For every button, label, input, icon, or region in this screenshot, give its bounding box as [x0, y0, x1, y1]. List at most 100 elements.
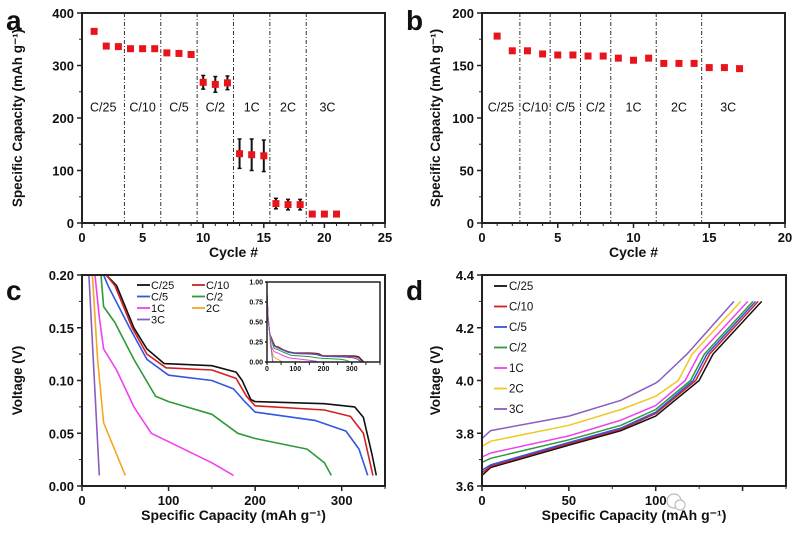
b-y-tick-label: 100: [452, 111, 474, 126]
c-y-tick-label: 0.00: [49, 479, 74, 494]
b-x-tick-label: 20: [778, 230, 792, 245]
b-rate-label: C/2: [586, 101, 606, 115]
b-data-point: [539, 50, 547, 58]
b-data-point: [630, 56, 637, 64]
d-y-tick-label: 4.2: [456, 321, 474, 336]
c-x-tick-label: 0: [78, 493, 85, 508]
b-data-point: [720, 64, 728, 72]
b-data-point: [660, 59, 668, 67]
d-series-2c: [481, 300, 742, 448]
b-x-tick-label: 5: [554, 230, 561, 245]
c-y-tick-label: 0.15: [49, 321, 74, 336]
b-rate-label: C/10: [522, 101, 548, 115]
b-rate-label: 3C: [720, 101, 736, 115]
a-rate-label: 1C: [244, 101, 260, 115]
a-y-tick-label: 100: [52, 164, 74, 179]
a-data-point: [320, 210, 328, 218]
d-x-axis-title: Specific Capacity (mAh g⁻¹): [542, 507, 727, 523]
inset-series-c-2: [267, 293, 350, 362]
d-y-tick-label: 4.4: [456, 268, 475, 283]
a-data-point: [163, 49, 171, 57]
c-x-tick-label: 100: [158, 493, 180, 508]
a-data-point: [223, 79, 231, 87]
c-legend-label: 1C: [151, 303, 165, 315]
c-y-tick-label: 0.20: [49, 268, 74, 283]
watermark-logo: [666, 493, 686, 511]
a-data-point: [187, 50, 195, 58]
a-x-tick-label: 20: [317, 230, 331, 245]
d-x-tick-label: 50: [562, 493, 576, 508]
b-data-point: [690, 59, 698, 67]
b-x-tick-label: 10: [626, 230, 640, 245]
c-legend-label: C/10: [206, 280, 229, 292]
c-series-c-2: [100, 275, 333, 476]
a-x-tick-label: 5: [139, 230, 146, 245]
a-axes: 0 5 10 15 20 25 0 100 200 300 400: [52, 6, 392, 245]
inset-axes: 0 100 200 300 0.00 0.25 0.50 0.75 1.00: [249, 280, 381, 373]
d-legend-label: 1C: [509, 363, 524, 375]
a-data-point: [151, 45, 159, 53]
a-y-tick-label: 200: [52, 111, 74, 126]
a-y-tick-label: 0: [67, 216, 74, 231]
d-series-c-2: [481, 300, 754, 463]
a-x-axis-title: Cycle #: [209, 244, 258, 260]
c-legend-label: C/25: [151, 280, 174, 292]
a-rate-label: 3C: [319, 101, 335, 115]
a-data-point: [102, 42, 110, 50]
b-x-tick-label: 15: [702, 230, 716, 245]
d-series-c-10: [481, 300, 759, 474]
b-y-tick-label: 200: [452, 6, 474, 21]
a-x-tick-label: 10: [196, 230, 210, 245]
a-rate-label: C/25: [90, 101, 116, 115]
c-plot-frame: [81, 274, 386, 487]
d-series-3c: [481, 300, 735, 440]
a-data-point: [284, 201, 292, 209]
b-data-point: [705, 64, 713, 72]
d-axes: 0 50 100 3.6 3.8 4.0 4.2 4.4: [456, 268, 787, 508]
inset-series-c-5: [267, 293, 362, 362]
a-data-point: [333, 210, 341, 218]
c-series-c-5: [102, 275, 369, 476]
panel-letter-c: c: [6, 275, 22, 306]
d-y-tick-label: 4.0: [456, 374, 474, 389]
a-y-axis-title: Specific Capacity (mAh g⁻¹): [10, 29, 25, 207]
b-data-point: [493, 32, 501, 40]
c-legend-label: 3C: [151, 315, 165, 327]
d-x-tick-label: 100: [645, 493, 667, 508]
b-data-point: [736, 65, 744, 73]
a-data-point: [260, 152, 268, 160]
c-legend-label: C/2: [206, 292, 223, 304]
d-legend-label: 3C: [509, 404, 524, 416]
a-data-point: [90, 27, 98, 35]
b-data-point: [675, 59, 683, 67]
c-series-c-10: [105, 275, 374, 476]
b-data-point: [614, 54, 622, 62]
c-axes: 0 100 200 300 0.00 0.05 0.10 0.15 0.20: [49, 268, 386, 508]
a-x-tick-label: 0: [78, 230, 85, 245]
c-legend-label: 2C: [206, 303, 220, 315]
d-legend-label: C/2: [509, 343, 527, 355]
a-x-tick-label: 15: [257, 230, 271, 245]
b-x-tick-label: 0: [478, 230, 485, 245]
a-data-point: [296, 201, 304, 209]
inset-x-tick-label: 200: [318, 366, 330, 373]
b-data-point: [554, 51, 562, 59]
a-rate-label: 2C: [280, 101, 296, 115]
inset-y-tick-label: 0.25: [249, 340, 263, 347]
d-series-c-5: [481, 300, 757, 471]
b-data-point: [523, 47, 531, 55]
b-data-point: [599, 52, 607, 60]
panel-letter-d: d: [406, 275, 423, 306]
b-y-tick-label: 0: [467, 216, 474, 231]
b-y-tick-label: 50: [460, 164, 474, 179]
inset-y-tick-label: 0.50: [249, 320, 263, 327]
inset-x-tick-label: 300: [346, 366, 358, 373]
c-x-tick-label: 300: [331, 493, 353, 508]
a-y-tick-label: 400: [52, 6, 74, 21]
d-y-tick-label: 3.8: [456, 426, 474, 441]
b-data-point: [645, 54, 653, 62]
inset-y-tick-label: 0.00: [249, 360, 263, 367]
b-data-point: [508, 47, 516, 55]
d-y-tick-label: 3.6: [456, 479, 474, 494]
c-y-tick-label: 0.10: [49, 374, 74, 389]
